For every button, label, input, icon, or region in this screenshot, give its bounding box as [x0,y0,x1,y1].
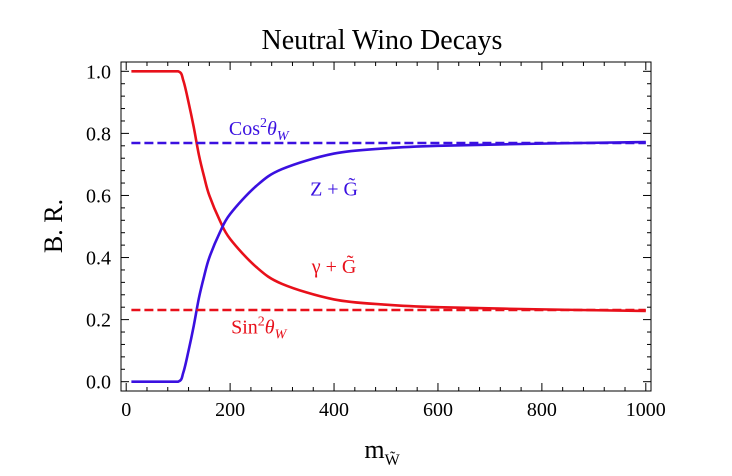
series-line-1 [131,140,646,383]
annotation-zg: Z + G̃ [310,176,358,200]
x-tick-label: 600 [423,399,453,421]
minor-ticks [121,62,651,391]
x-tick-label: 1000 [626,399,666,421]
x-tick-label: 400 [319,399,349,421]
x-axis-label-main: m [364,435,384,464]
y-tick-label: 0.4 [86,248,111,270]
major-ticks [121,62,651,391]
y-tick-label: 0.8 [86,123,111,145]
annotation-cos: Cos2θW [229,116,290,144]
annotation-sin: Sin2θW [231,315,288,343]
y-axis-label: B. R. [39,199,68,253]
series-layer [131,70,646,383]
x-axis-label-sub: W̃ [385,451,401,469]
x-tick-label: 200 [215,399,245,421]
x-tick-labels: 0 200 400 600 800 1000 [121,399,666,421]
series-line-0 [131,70,646,313]
chart-title: Neutral Wino Decays [262,25,503,56]
x-tick-label: 800 [527,399,557,421]
x-axis-label: mW̃ [364,435,400,469]
annotation-layer: Cos2θW Sin2θW Z + G̃ γ + G̃ [229,116,358,343]
y-tick-label: 1.0 [86,61,111,83]
y-tick-labels: 0.0 0.2 0.4 0.6 0.8 1.0 [86,61,111,393]
y-tick-label: 0.6 [86,185,111,207]
annotation-gg: γ + G̃ [311,254,357,278]
y-tick-label: 0.2 [86,310,111,332]
y-tick-label: 0.0 [86,372,111,394]
plot-frame [120,61,652,392]
x-tick-label: 0 [121,399,131,421]
